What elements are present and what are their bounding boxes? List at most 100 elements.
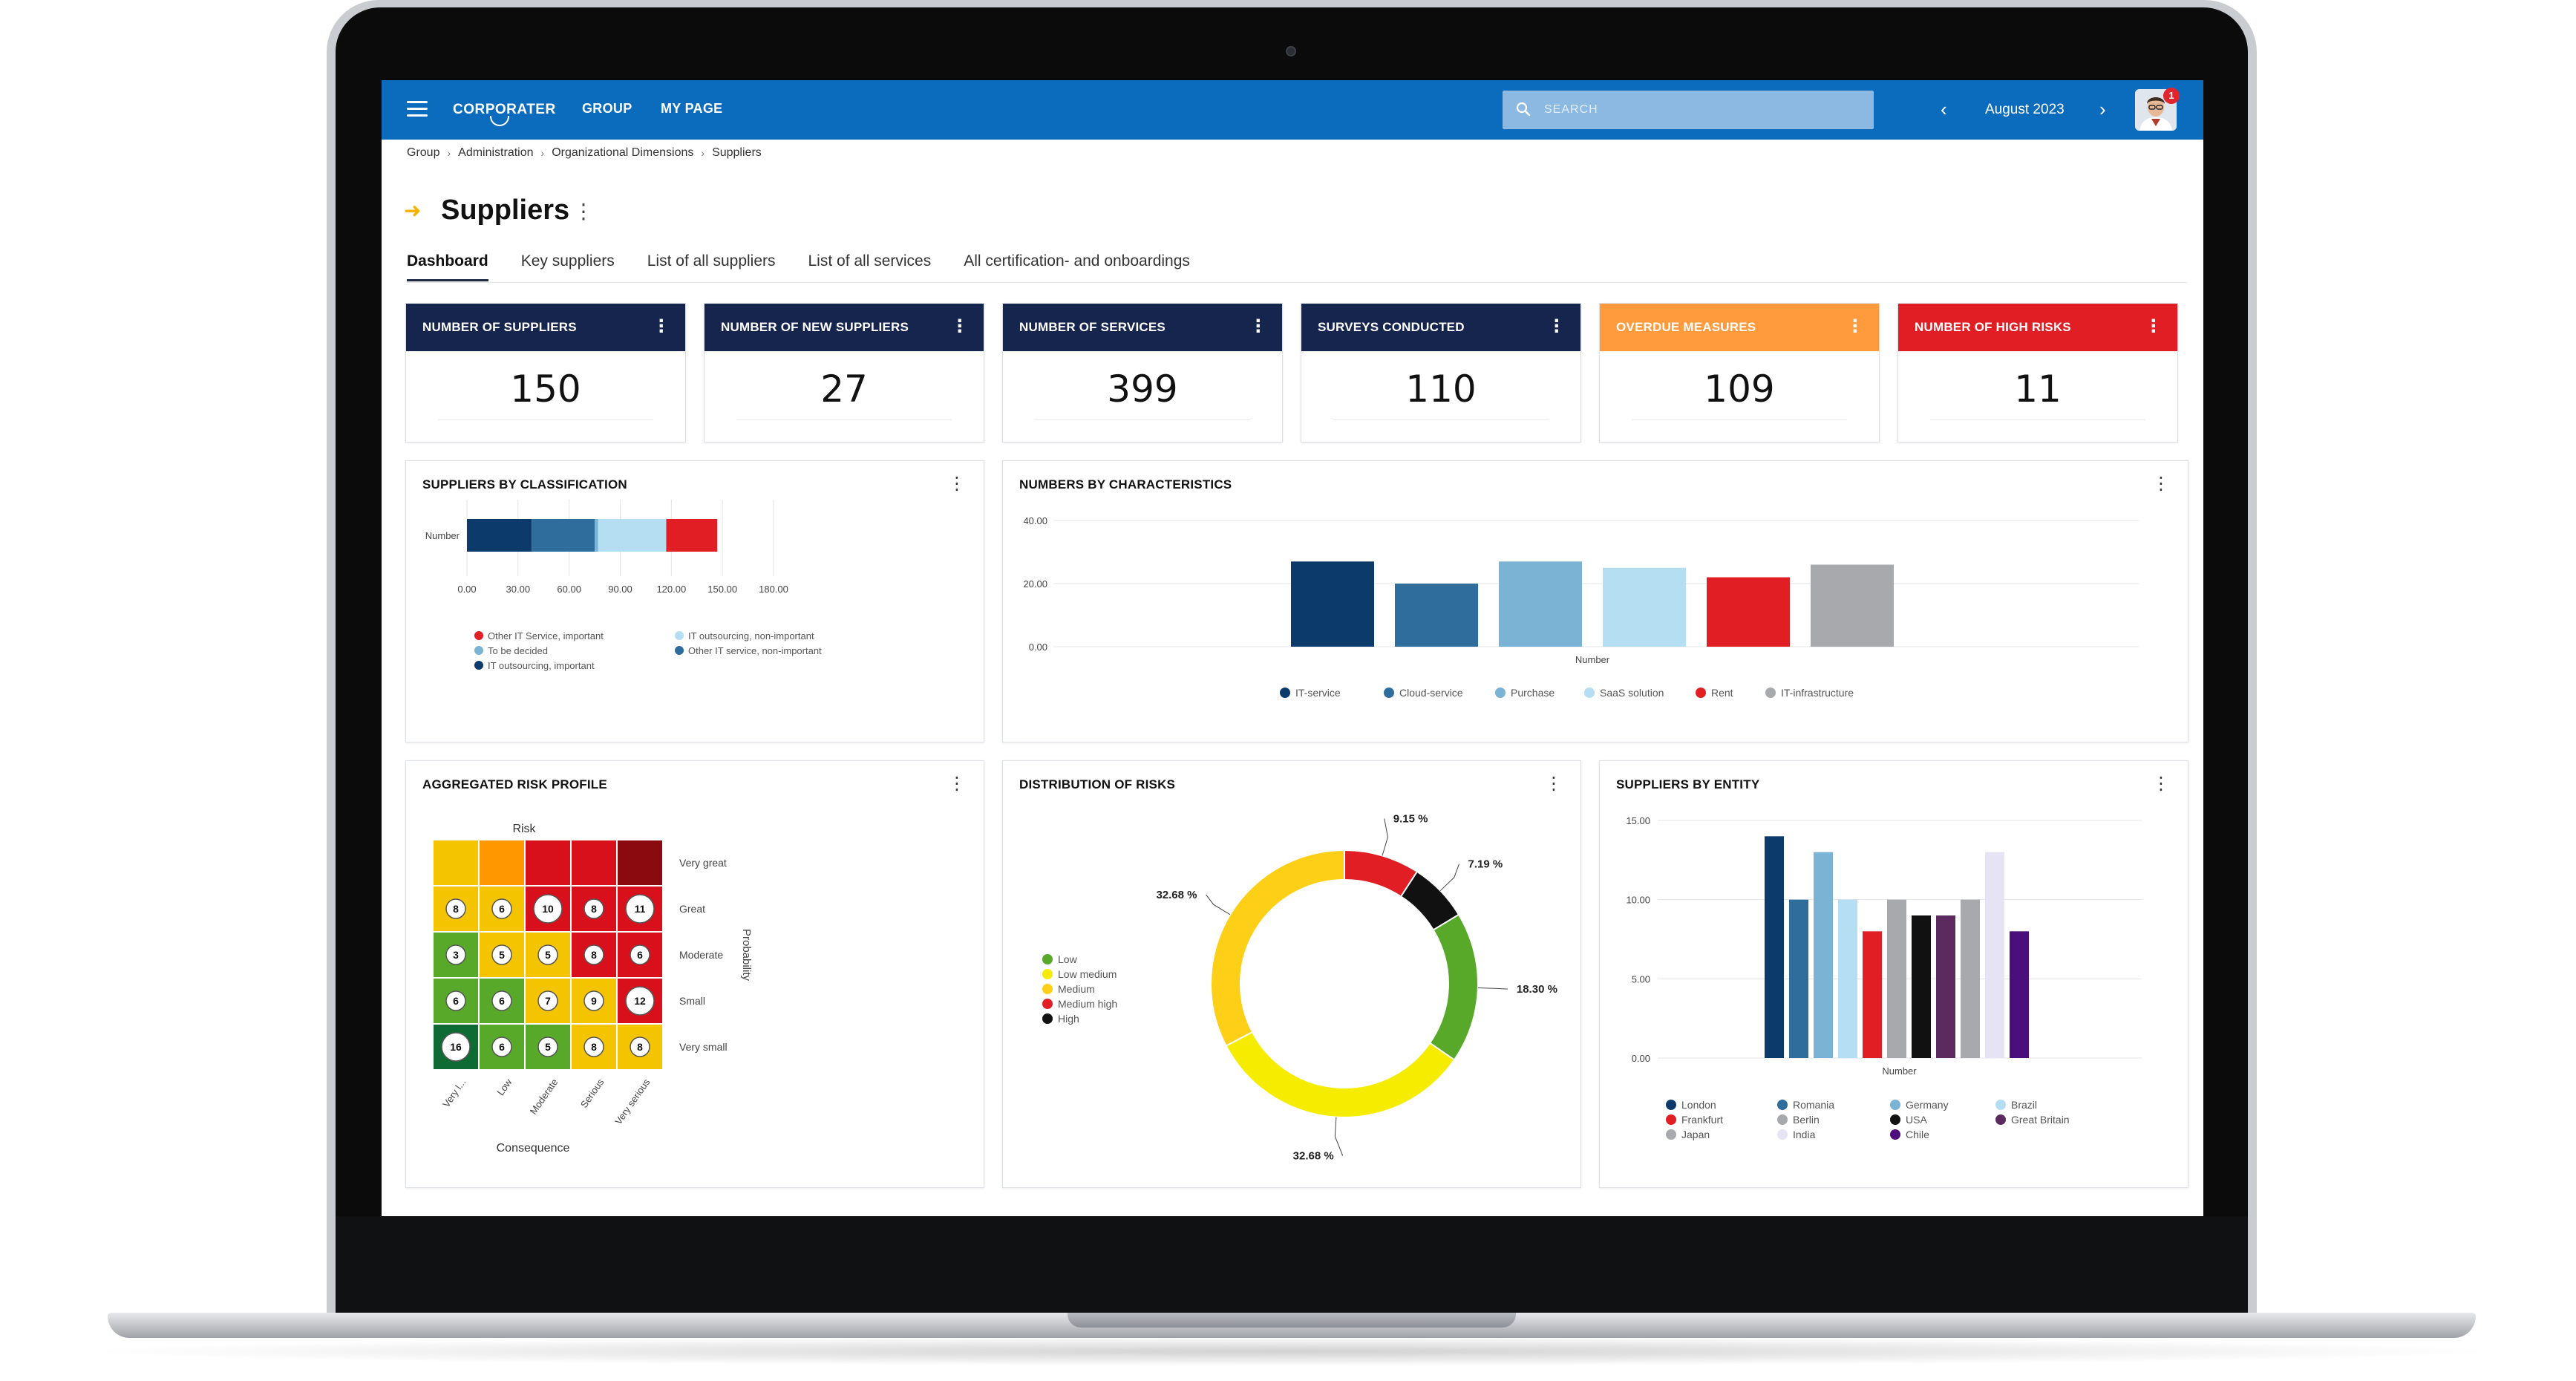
kpi-card-number-of-services[interactable]: NUMBER OF SERVICES ⋮ 399 <box>1002 303 1283 443</box>
y-tick-label: 5.00 <box>1632 973 1650 985</box>
search-input[interactable] <box>1544 91 1863 129</box>
heatmap-count-badge <box>630 1036 650 1057</box>
app-screen: CORPORATER GROUP MY PAGE ‹ August 2023 › <box>382 80 2203 1216</box>
panel-options-icon[interactable]: ⋮ <box>2152 774 2170 794</box>
legend-label: Cloud-service <box>1399 687 1463 699</box>
panel-distribution-of-risks: 9.15 % 7.19 % 18.30 % 32.68 % 32.68 % Low Low … <box>1002 760 1581 1188</box>
stacked-bar-segment <box>598 519 667 552</box>
breadcrumb: Group › Administration › Organizational … <box>407 146 762 160</box>
heatmap-count-badge <box>533 894 563 924</box>
heatmap-count: 6 <box>499 995 505 1007</box>
kpi-options-icon[interactable]: ⋮ <box>1249 316 1267 336</box>
y-tick-label: 10.00 <box>1626 895 1650 906</box>
legend-label: IT outsourcing, important <box>488 660 595 671</box>
legend-label: IT-service <box>1295 687 1341 699</box>
kpi-card-surveys-conducted[interactable]: SURVEYS CONDUCTED ⋮ 110 <box>1301 303 1581 443</box>
slice-leader-line <box>1334 1117 1344 1156</box>
column-label: Very serious <box>612 1077 653 1127</box>
heatmap-count: 7 <box>545 995 551 1007</box>
legend-label: IT outsourcing, non-important <box>688 630 814 641</box>
heatmap-count: 8 <box>591 903 597 915</box>
avatar-portrait-icon <box>2135 89 2177 131</box>
heatmap-count-badge <box>491 1036 512 1057</box>
previous-period-button[interactable]: ‹ <box>1941 98 1947 120</box>
legend-label: USA <box>1906 1114 1927 1126</box>
hamburger-menu-icon[interactable] <box>407 101 428 117</box>
legend-marker <box>1280 688 1290 698</box>
panel-options-icon[interactable]: ⋮ <box>948 774 966 794</box>
slice-data-label: 32.68 % <box>1156 889 1197 901</box>
heatmap-top-label: Risk <box>512 823 536 835</box>
panel-options-icon[interactable]: ⋮ <box>1545 774 1563 794</box>
kpi-card-overdue-measures[interactable]: OVERDUE MEASURES ⋮ 109 <box>1599 303 1880 443</box>
bar <box>1887 899 1906 1058</box>
tab-certification-onboardings[interactable]: All certification- and onboardings <box>964 252 1190 270</box>
row-label: Great <box>679 903 705 915</box>
kpi-options-icon[interactable]: ⋮ <box>2144 316 2163 336</box>
tab-list-of-all-services[interactable]: List of all services <box>808 252 932 270</box>
bar <box>1936 915 1955 1058</box>
breadcrumb-group[interactable]: Group <box>407 146 440 159</box>
panel-options-icon[interactable]: ⋮ <box>948 474 966 494</box>
kpi-value: 150 <box>510 368 581 411</box>
legend-label: Romania <box>1793 1099 1834 1111</box>
heatmap-count-badge <box>491 898 512 919</box>
nav-link-group[interactable]: GROUP <box>582 101 632 116</box>
legend-marker <box>1696 688 1706 698</box>
tab-dashboard[interactable]: Dashboard <box>407 252 488 281</box>
row-label: Small <box>679 995 705 1007</box>
panel-options-icon[interactable]: ⋮ <box>2152 474 2170 494</box>
page-options-icon[interactable]: ⋮ <box>573 200 594 223</box>
y-tick-label: 15.00 <box>1626 815 1650 826</box>
legend-label: High <box>1058 1013 1079 1025</box>
slice-data-label: 9.15 % <box>1393 813 1428 826</box>
y-category-label: Number <box>425 530 460 541</box>
kpi-card-number-of-new-suppliers[interactable]: NUMBER OF NEW SUPPLIERS ⋮ 27 <box>704 303 984 443</box>
heatmap-count: 8 <box>591 1041 597 1053</box>
user-avatar[interactable] <box>2135 89 2177 131</box>
column-label: Very l... <box>440 1077 468 1109</box>
kpi-title: OVERDUE MEASURES <box>1616 320 1756 334</box>
kpi-header: NUMBER OF SERVICES ⋮ <box>1003 304 1282 351</box>
breadcrumb-suppliers[interactable]: Suppliers <box>712 146 762 159</box>
entity-chart: 0.00 5.00 10.00 15.00 Number London Romania Ger… <box>1626 815 2142 1140</box>
heatmap-cell <box>616 839 664 887</box>
bar <box>1912 915 1931 1058</box>
notification-badge[interactable]: 1 <box>2163 88 2180 104</box>
legend-label: London <box>1681 1099 1716 1111</box>
brand-logo[interactable]: CORPORATER <box>453 91 556 129</box>
heatmap-count-badge <box>537 944 558 965</box>
stacked-bar-segment <box>467 519 532 552</box>
breadcrumb-organizational-dimensions[interactable]: Organizational Dimensions <box>552 146 694 159</box>
y-tick-label: 20.00 <box>1023 578 1047 590</box>
camera-icon <box>1286 46 1296 56</box>
kpi-options-icon[interactable]: ⋮ <box>950 316 969 336</box>
chevron-right-icon: › <box>701 147 705 159</box>
legend-marker <box>675 646 684 655</box>
tab-key-suppliers[interactable]: Key suppliers <box>520 252 615 270</box>
legend-label: Low <box>1058 953 1078 965</box>
legend-marker <box>1890 1114 1900 1125</box>
legend-label: SaaS solution <box>1600 687 1664 699</box>
kpi-options-icon[interactable]: ⋮ <box>1547 316 1566 336</box>
next-period-button[interactable]: › <box>2099 98 2106 120</box>
heatmap-cell <box>478 1023 526 1071</box>
tab-list-of-all-suppliers[interactable]: List of all suppliers <box>647 252 776 270</box>
nav-link-my-page[interactable]: MY PAGE <box>661 101 723 116</box>
legend-marker <box>1666 1129 1676 1140</box>
bar <box>1961 899 1980 1058</box>
period-label[interactable]: August 2023 <box>1985 102 2065 117</box>
kpi-card-number-of-high-risks[interactable]: NUMBER OF HIGH RISKS ⋮ 11 <box>1897 303 2178 443</box>
legend-label: Frankfurt <box>1681 1114 1723 1126</box>
slice-leader-line <box>1439 863 1460 892</box>
kpi-options-icon[interactable]: ⋮ <box>652 316 670 336</box>
kpi-card-number-of-suppliers[interactable]: NUMBER OF SUPPLIERS ⋮ 150 <box>405 303 686 443</box>
breadcrumb-administration[interactable]: Administration <box>458 146 534 159</box>
heatmap-count: 9 <box>591 995 597 1007</box>
panel-numbers-by-characteristics: 0.00 20.00 40.00 Number IT-service Cloud-serv… <box>1002 460 2188 742</box>
search-box[interactable] <box>1503 91 1874 129</box>
legend-label: Brazil <box>2011 1099 2037 1111</box>
heatmap-count: 6 <box>637 949 643 961</box>
kpi-options-icon[interactable]: ⋮ <box>1846 316 1864 336</box>
bar <box>1814 852 1833 1058</box>
